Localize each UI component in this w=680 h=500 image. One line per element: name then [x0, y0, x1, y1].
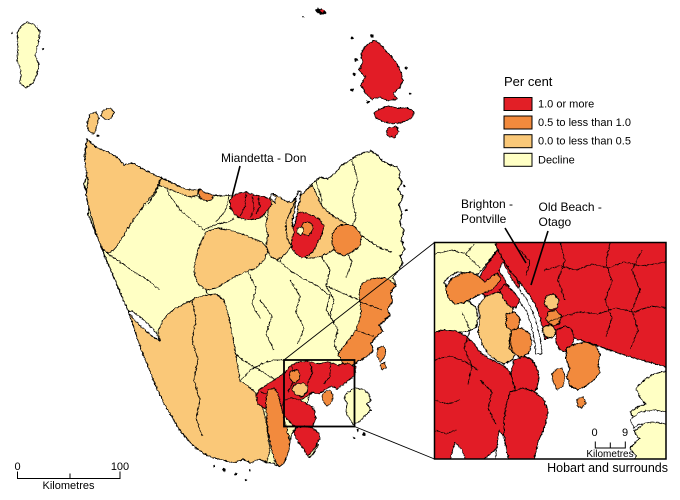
svg-text:Brighton -: Brighton -	[461, 197, 513, 211]
svg-text:Old Beach -: Old Beach -	[539, 200, 602, 214]
svg-text:Kilometres: Kilometres	[586, 449, 633, 460]
svg-text:0: 0	[591, 427, 597, 439]
svg-text:0: 0	[14, 461, 20, 473]
svg-text:9: 9	[622, 427, 628, 439]
svg-text:Pontville: Pontville	[461, 212, 507, 226]
svg-text:Decline: Decline	[538, 154, 575, 166]
svg-text:0.5 to less than 1.0: 0.5 to less than 1.0	[538, 117, 631, 129]
svg-text:Kilometres: Kilometres	[43, 480, 95, 492]
svg-text:Otago: Otago	[539, 215, 572, 229]
svg-text:1.0 or more: 1.0 or more	[538, 99, 594, 111]
svg-text:Hobart and surrounds: Hobart and surrounds	[547, 461, 668, 475]
svg-text:100: 100	[111, 461, 129, 473]
svg-text:Per cent: Per cent	[504, 74, 553, 89]
svg-text:0.0 to less than 0.5: 0.0 to less than 0.5	[538, 136, 631, 148]
svg-text:Miandetta - Don: Miandetta - Don	[221, 151, 306, 165]
